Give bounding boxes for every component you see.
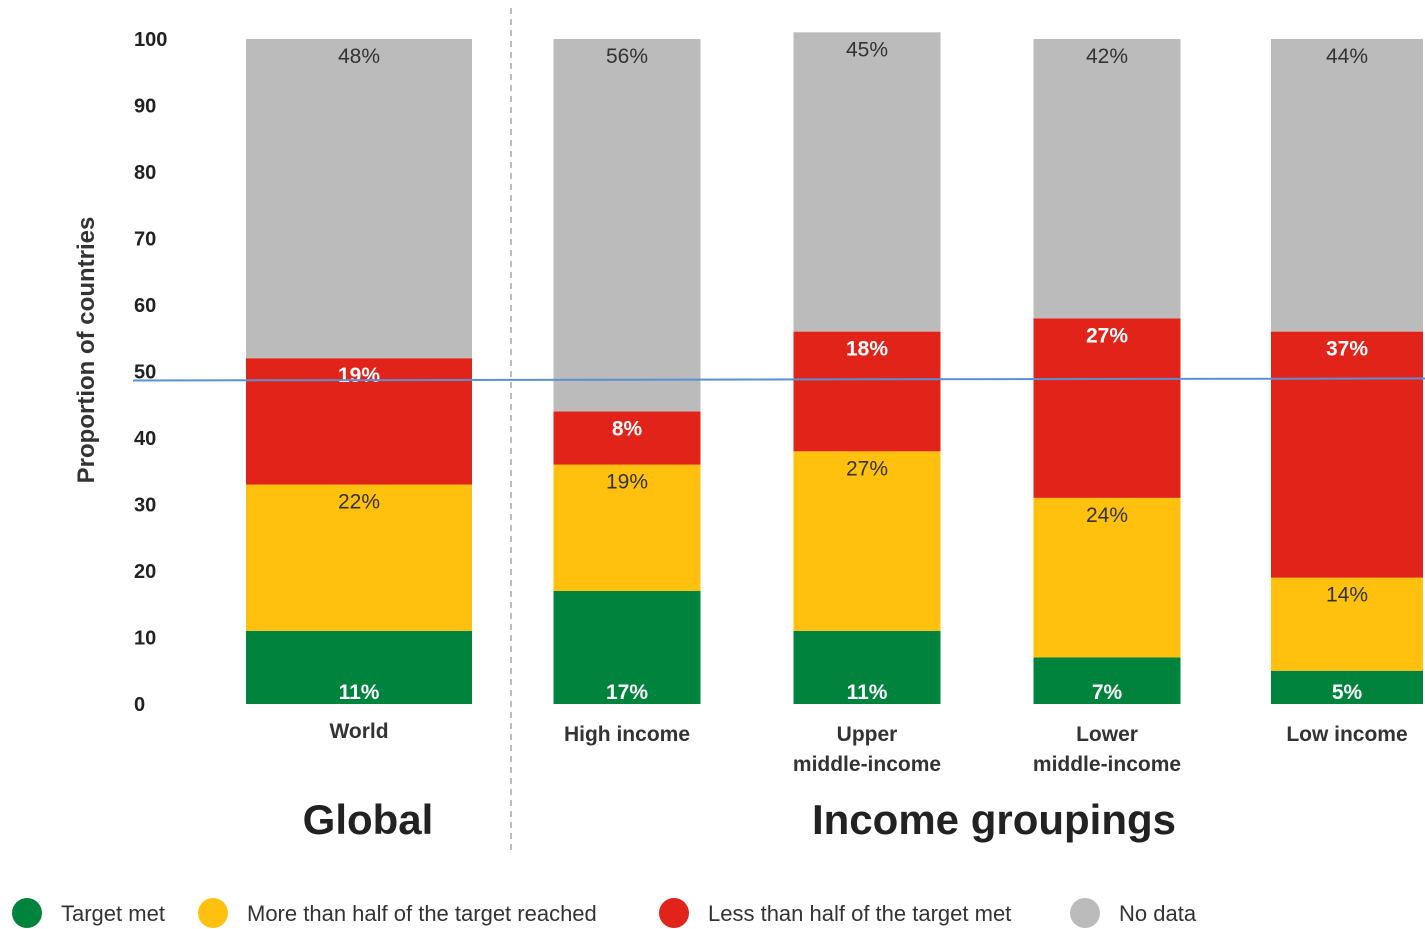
y-tick-label: 40 [134, 428, 156, 450]
bar-segment [553, 39, 701, 412]
y-tick-label: 10 [134, 628, 156, 650]
category-label: Upper middle-income [793, 723, 941, 776]
bar-segment [1271, 577, 1423, 671]
y-tick-label: 50 [134, 362, 156, 384]
bar-segment [1271, 670, 1423, 704]
bar-segment [1033, 39, 1181, 319]
data-label: 5% [1332, 681, 1363, 704]
legend-swatch [12, 898, 42, 928]
bar-segment [246, 630, 472, 704]
bar-segment [246, 39, 472, 359]
legend: Target met More than half of the target r… [12, 898, 1197, 928]
bar-segment [793, 32, 941, 332]
y-tick-label: 70 [134, 229, 156, 251]
data-label: 56% [606, 45, 648, 68]
data-label: 19% [606, 471, 648, 494]
category-label: World [329, 720, 388, 743]
data-label: 8% [612, 417, 643, 440]
legend-label: No data [1119, 901, 1197, 926]
data-label: 11% [339, 681, 380, 704]
legend-label: Target met [61, 901, 165, 926]
data-label: 19% [338, 364, 380, 387]
y-tick-label: 20 [134, 561, 156, 583]
group-label: Income groupings [812, 796, 1176, 843]
bar-segment [1033, 318, 1181, 498]
bar-segment [246, 484, 472, 631]
reference-lines [132, 377, 1425, 382]
data-label: 44% [1326, 45, 1368, 68]
data-label: 17% [606, 681, 648, 704]
data-label: 37% [1326, 338, 1368, 361]
y-tick-label: 90 [134, 96, 156, 118]
data-label: 22% [338, 491, 380, 514]
data-label: 18% [846, 338, 888, 361]
legend-swatch [659, 898, 689, 928]
data-label: 42% [1086, 45, 1128, 68]
data-label: 11% [847, 681, 888, 704]
legend-label: More than half of the target reached [247, 901, 597, 926]
legend-label: Less than half of the target met [708, 901, 1011, 926]
bar-segment [553, 464, 701, 591]
bar-segment [1271, 331, 1423, 578]
data-label: 14% [1326, 584, 1368, 607]
bar-segment [553, 590, 701, 704]
data-label: 7% [1092, 681, 1123, 704]
y-tick-label: 80 [134, 162, 156, 184]
bar-segment [1271, 39, 1423, 332]
bar-segment [793, 331, 941, 452]
bar-segment [553, 411, 701, 465]
y-tick-label: 0 [134, 694, 145, 716]
y-tick-label: 100 [134, 29, 167, 51]
legend-swatch [1070, 898, 1100, 928]
data-label: 48% [338, 45, 380, 68]
legend-swatch [198, 898, 228, 928]
y-tick-label: 60 [134, 295, 156, 317]
bar-segment [793, 451, 941, 631]
data-label: 45% [846, 38, 888, 61]
reference-line [132, 377, 1425, 382]
data-label: 27% [846, 457, 888, 480]
bar-segment [793, 630, 941, 704]
data-label: 27% [1086, 324, 1128, 347]
data-label: 24% [1086, 504, 1128, 527]
category-label: Low income [1286, 723, 1407, 746]
group-label: Global [303, 796, 434, 843]
bars: 11% 22% 19% 48% 17% 19% 8% 56% 11% 27% 18% 45% 7% 24%… [246, 32, 1423, 704]
y-axis-label: Proportion of countries [73, 217, 100, 484]
category-label: High income [564, 723, 690, 746]
bar-segment [1033, 657, 1181, 704]
bar-segment [1033, 497, 1181, 658]
category-labels: World High income Upper middle-income Lower m… [329, 720, 1407, 776]
group-labels: Global Income groupings [303, 796, 1176, 843]
y-axis: 0 10 20 30 40 50 60 70 80 90 100 [134, 29, 167, 716]
category-label: Lower middle-income [1033, 723, 1181, 776]
y-tick-label: 30 [134, 495, 156, 517]
